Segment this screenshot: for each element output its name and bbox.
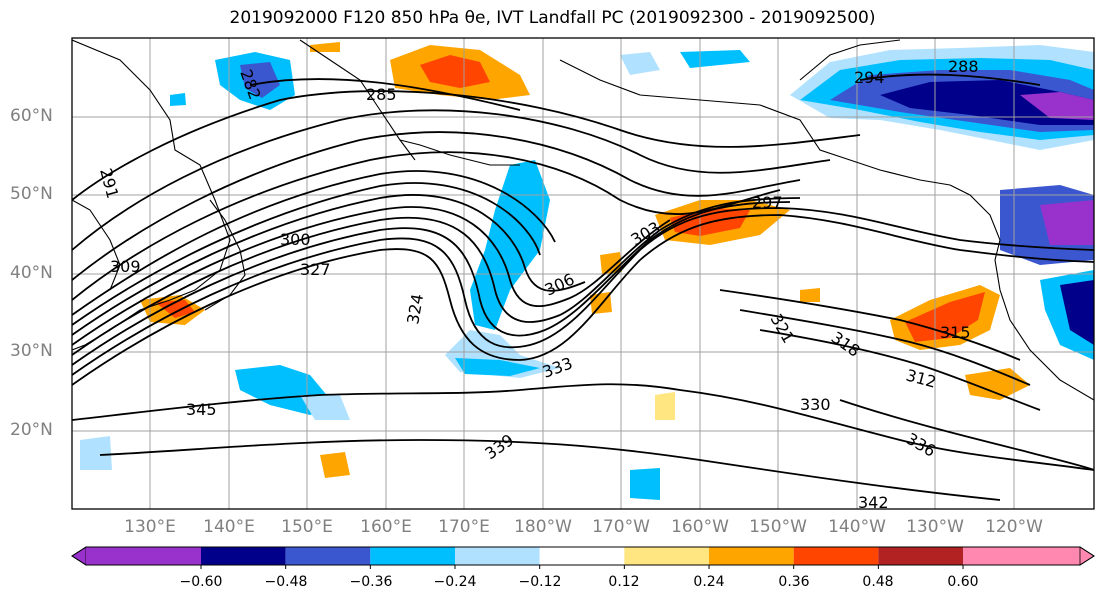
contour-label-330: 330 [800,395,831,414]
contour-label-288: 288 [948,57,979,76]
contour-label-345: 345 [186,400,217,419]
shade-blob-7 [655,392,675,420]
graticule [72,38,1094,509]
lat-label-20n: 20°N [10,420,53,440]
shade-blob-4 [320,452,350,478]
contour-label-342: 342 [858,493,889,512]
colorbar-swatch [539,547,625,565]
shade-siberia-red [420,55,490,88]
map-frame [71,37,1095,510]
contour-label-333: 333 [540,353,575,381]
lon-label-130e: 130°E [124,517,176,537]
colorbar-extend-low [71,546,87,566]
map-title: 2019092000 F120 850 hPa θe, IVT Landfall… [229,8,876,28]
lon-label-120w: 120°W [985,517,1043,537]
lon-label-160w: 160°W [671,517,729,537]
colorbar-frame [71,546,1095,566]
contour-label-339: 339 [481,430,517,463]
shade-sub-east-red [905,292,985,342]
colorbar-tick-label: 0.12 [608,574,640,590]
colorbar-swatch [709,547,794,565]
contour-label-294: 294 [854,68,885,87]
lon-label-140e: 140°E [203,517,255,537]
colorbar-swatch [370,547,456,565]
colorbar-swatch [878,547,964,565]
colorbar-tick-label: 0.24 [693,574,725,590]
shade-blob-3 [630,468,660,500]
shade-blob-8 [80,436,112,470]
contour-label-318: 318 [828,328,864,361]
shade-blob-11 [170,93,186,106]
colorbar-swatch [285,547,371,565]
colorbar-tick-label: 0.36 [778,574,810,590]
shade-wp-light [300,395,350,420]
shade-alaska-navy [880,80,1094,125]
colorbar-tick-label: −0.12 [518,574,562,590]
shade-blob-2 [680,50,750,68]
contour-label-336: 336 [903,429,939,461]
colorbar [71,546,1095,569]
shade-coast-navy [1060,280,1094,345]
shade-blob-10 [800,288,820,302]
lon-label-170w: 170°W [592,517,650,537]
shade-trough-blue2 [455,358,540,376]
lat-label-40n: 40°N [10,263,53,283]
colorbar-tick-label: −0.48 [264,574,308,590]
shade-okhotsk-dark [240,62,280,98]
colorbar-swatch [624,547,710,565]
contour-label-324: 324 [403,292,427,325]
lon-label-150e: 150°E [281,517,333,537]
lon-label-160e: 160°E [360,517,412,537]
colorbar-swatch [86,547,201,565]
shade-trough-blue [470,160,550,330]
colorbar-tick-label: 0.48 [862,574,894,590]
colorbar-swatch [201,547,286,565]
shade-alaska-purple [1020,92,1094,120]
lon-label-140w: 140°W [828,517,886,537]
colorbar-tick-label: −0.60 [179,574,223,590]
lat-label-60n: 60°N [10,106,53,126]
contour-label-327: 327 [300,260,331,279]
shade-blob-1 [620,52,660,75]
colorbar-tick-label: −0.36 [349,574,393,590]
contour-label-309: 309 [110,257,141,276]
lon-label-130w: 130°W [906,517,964,537]
contour-label-300: 300 [280,230,311,249]
lon-label-170e: 170°E [438,517,490,537]
shade-blob-9 [310,42,340,52]
theta-e-contours [72,73,1094,501]
lat-label-50n: 50°N [10,184,53,204]
lat-label-30n: 30°N [10,341,53,361]
lon-label-150w: 150°W [749,517,807,537]
contour-label-297: 297 [752,193,783,212]
colorbar-tick-label: 0.60 [947,574,979,590]
colorbar-swatch [793,547,879,565]
contour-label-315: 315 [940,323,971,342]
shade-coast-purple [1040,200,1094,245]
contour-labels: 282 285 288 294 297 291 300 303 306 309 … [96,57,978,512]
contour-label-285: 285 [366,85,397,104]
colorbar-tick-label: −0.24 [433,574,477,590]
colorbar-swatch [963,547,1080,565]
colorbar-swatch [455,547,540,565]
shade-japan-red [155,300,195,318]
lon-label-180w: 180°W [514,517,572,537]
colorbar-extend-high [1079,546,1095,566]
